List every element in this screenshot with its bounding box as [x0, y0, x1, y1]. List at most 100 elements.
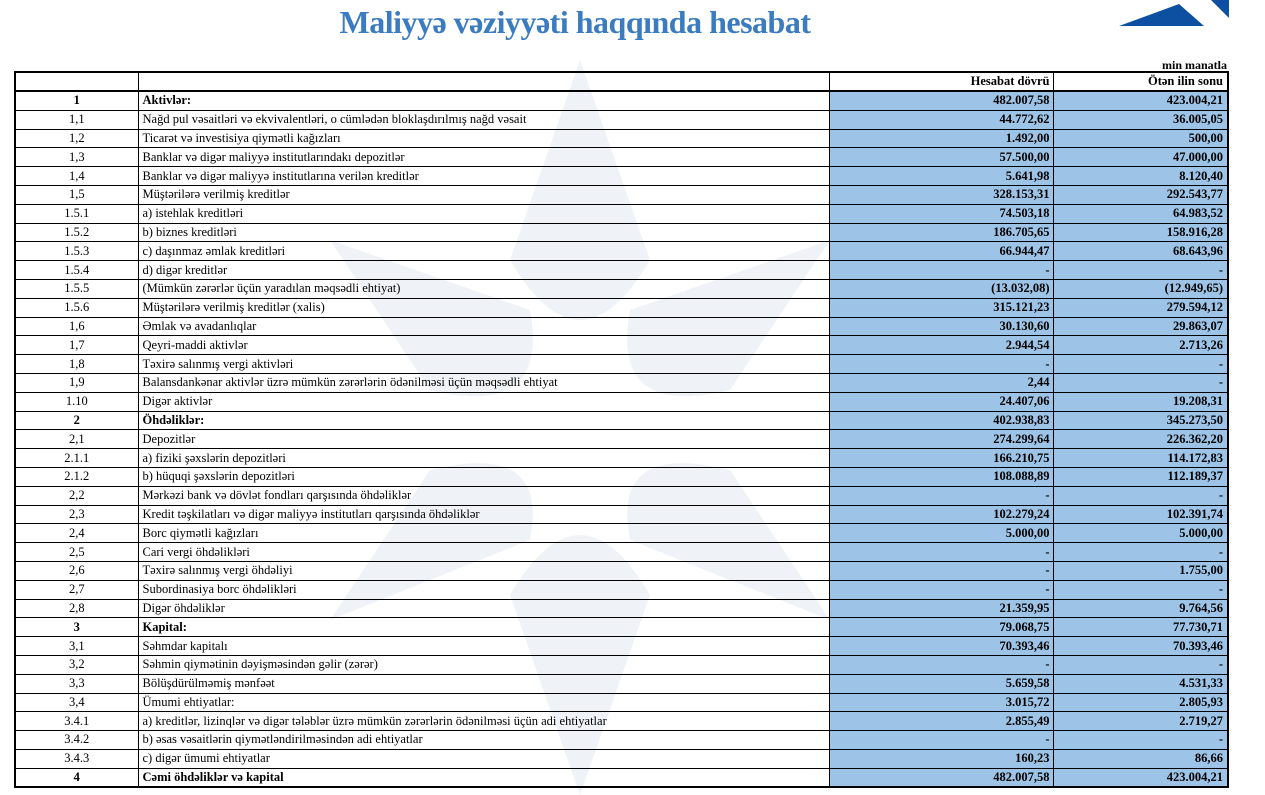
row-number: 2,3	[14, 504, 139, 525]
current-period-value: 2.944,54	[829, 335, 1055, 356]
row-number: 1.5.6	[14, 297, 139, 318]
previous-year-value: 423.004,21	[1053, 90, 1229, 111]
row-number: 3.4.3	[14, 748, 139, 769]
table-row: 1,5 Müştərilərə verilmiş kreditlər 328.153…	[14, 184, 1229, 205]
previous-year-value: -	[1053, 354, 1229, 374]
row-label: Mərkəzi bank və dövlət fondları qarşısın…	[137, 485, 831, 506]
current-period-value: 5.659,58	[829, 673, 1055, 694]
table-row: 3.4.1 a) kreditlər, lizinqlər və digər tə…	[14, 711, 1229, 732]
row-label: Cəmi öhdəliklər və kapital	[137, 767, 831, 788]
row-label: Digər aktivlər	[137, 391, 831, 412]
row-label: Müştərilərə verilmiş kreditlər	[137, 184, 831, 205]
previous-year-value: 226.362,20	[1053, 429, 1229, 450]
current-period-value: -	[829, 485, 1055, 506]
previous-year-value: 114.172,83	[1053, 448, 1229, 468]
row-number: 1.5.5	[14, 278, 139, 299]
row-label: Kapital:	[137, 617, 831, 638]
previous-year-value: -	[1053, 260, 1229, 280]
table-row: 3.4.2 b) əsas vəsaitlərin qiymətləndirilm…	[14, 730, 1229, 750]
previous-year-value: 5.000,00	[1053, 523, 1229, 544]
previous-year-value: 68.643,96	[1053, 241, 1229, 262]
current-period-value: 108.088,89	[829, 466, 1055, 487]
row-label: Banklar və digər maliyyə institutlarında…	[137, 147, 831, 168]
row-number: 2,1	[14, 429, 139, 450]
previous-year-value: 112.189,37	[1053, 466, 1229, 487]
table-row: 1,1 Nağd pul vəsaitləri və ekvivalentləri…	[14, 109, 1229, 130]
previous-year-value: -	[1053, 579, 1229, 600]
row-number: 1.5.3	[14, 241, 139, 262]
row-label: Ümumi ehtiyatlar:	[137, 692, 831, 713]
previous-year-value: 86,66	[1053, 748, 1229, 769]
current-period-value: 482.007,58	[829, 90, 1055, 111]
row-number: 2	[14, 410, 139, 431]
row-number: 2.1.2	[14, 466, 139, 487]
current-period-value: 70.393,46	[829, 636, 1055, 656]
current-period-value: -	[829, 730, 1055, 750]
row-label: Subordinasiya borc öhdəlikləri	[137, 579, 831, 600]
row-number: 1,5	[14, 184, 139, 205]
table-row: 2,3 Kredit təşkilatları və digər maliyyə …	[14, 504, 1229, 525]
table-row: 1,4 Banklar və digər maliyyə institutları…	[14, 166, 1229, 186]
row-number: 3.4.2	[14, 730, 139, 750]
row-number: 3	[14, 617, 139, 638]
header-current-period: Hesabat dövrü	[829, 71, 1055, 92]
row-label: b) əsas vəsaitlərin qiymətləndirilməsind…	[137, 730, 831, 750]
previous-year-value: 500,00	[1053, 128, 1229, 149]
row-number: 1	[14, 90, 139, 111]
current-period-value: 44.772,62	[829, 109, 1055, 130]
previous-year-value: 47.000,00	[1053, 147, 1229, 168]
current-period-value: -	[829, 560, 1055, 581]
table-row: 1 Aktivlər: 482.007,58 423.004,21	[14, 90, 1229, 111]
row-label: c) digər ümumi ehtiyatlar	[137, 748, 831, 769]
previous-year-value: 2.719,27	[1053, 711, 1229, 732]
unit-label: min manatla	[1161, 58, 1227, 72]
row-label: Banklar və digər maliyyə institutlarına …	[137, 166, 831, 186]
previous-year-value: 4.531,33	[1053, 673, 1229, 694]
current-period-value: 3.015,72	[829, 692, 1055, 713]
table-row: 2,7 Subordinasiya borc öhdəlikləri - -	[14, 579, 1229, 600]
table-row: 1.5.4 d) digər kreditlər - -	[14, 260, 1229, 280]
table-row: 1.5.2 b) biznes kreditləri 186.705,65 158.9…	[14, 222, 1229, 243]
current-period-value: 186.705,65	[829, 222, 1055, 243]
table-row: 2,1 Depozitlər 274.299,64 226.362,20	[14, 429, 1229, 450]
table-row: 1.5.6 Müştərilərə verilmiş kreditlər (xal…	[14, 297, 1229, 318]
current-period-value: 2.855,49	[829, 711, 1055, 732]
current-period-value: -	[829, 542, 1055, 562]
current-period-value: -	[829, 354, 1055, 374]
row-number: 1.5.4	[14, 260, 139, 280]
current-period-value: 482.007,58	[829, 767, 1055, 788]
row-number: 1,2	[14, 128, 139, 149]
row-label: Səhmdar kapitalı	[137, 636, 831, 656]
current-period-value: 79.068,75	[829, 617, 1055, 638]
table-row: 1,6 Əmlak və avadanlıqlar 30.130,60 29.863,…	[14, 316, 1229, 337]
table-row: 2,4 Borc qiymətli kağızları 5.000,00 5.000,…	[14, 523, 1229, 544]
row-label: c) daşınmaz əmlak kreditləri	[137, 241, 831, 262]
previous-year-value: 345.273,50	[1053, 410, 1229, 431]
row-number: 3,3	[14, 673, 139, 694]
row-label: Nağd pul vəsaitləri və ekvivalentləri, o…	[137, 109, 831, 130]
table-row: 2.1.2 b) hüquqi şəxslərin depozitləri 108.…	[14, 466, 1229, 487]
row-number: 1,3	[14, 147, 139, 168]
current-period-value: 166.210,75	[829, 448, 1055, 468]
previous-year-value: 158.916,28	[1053, 222, 1229, 243]
row-number: 2,6	[14, 560, 139, 581]
row-number: 4	[14, 767, 139, 788]
current-period-value: 402.938,83	[829, 410, 1055, 431]
row-label: d) digər kreditlər	[137, 260, 831, 280]
row-label: Balansdankənar aktivlər üzrə mümkün zərə…	[137, 372, 831, 393]
bank-logo-icon	[1119, 0, 1229, 26]
row-number: 2,8	[14, 598, 139, 619]
previous-year-value: 102.391,74	[1053, 504, 1229, 525]
current-period-value: 315.121,23	[829, 297, 1055, 318]
row-label: Müştərilərə verilmiş kreditlər (xalis)	[137, 297, 831, 318]
previous-year-value: 292.543,77	[1053, 184, 1229, 205]
row-label: Aktivlər:	[137, 90, 831, 111]
row-number: 2,4	[14, 523, 139, 544]
table-row: 1.5.1 a) istehlak kreditləri 74.503,18 64.9…	[14, 203, 1229, 224]
previous-year-value: 29.863,07	[1053, 316, 1229, 337]
table-row: 3,2 Səhmin qiymətinin dəyişməsindən gəlir…	[14, 654, 1229, 675]
row-label: Öhdəliklər:	[137, 410, 831, 431]
previous-year-value: (12.949,65)	[1053, 278, 1229, 299]
row-number: 1,6	[14, 316, 139, 337]
current-period-value: 57.500,00	[829, 147, 1055, 168]
